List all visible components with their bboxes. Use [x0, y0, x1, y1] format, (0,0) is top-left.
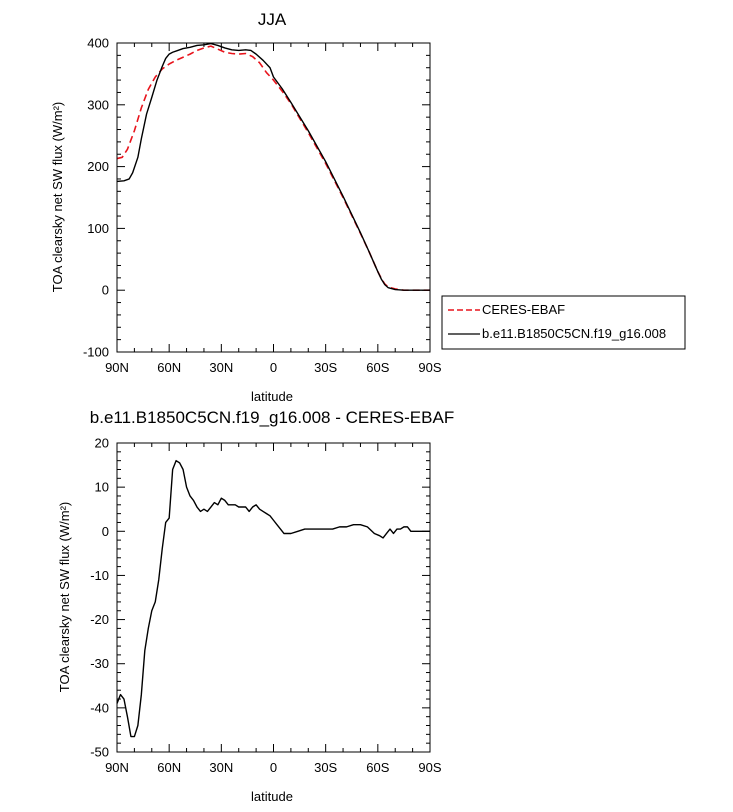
plot-frame — [116, 42, 431, 353]
plot-frame — [116, 442, 431, 753]
y-tick-label: -100 — [83, 345, 109, 360]
y-tick-label: -40 — [90, 700, 109, 715]
x-tick-label: 90S — [418, 360, 441, 375]
y-tick-label: 200 — [87, 159, 109, 174]
x-tick-label: 60S — [366, 760, 389, 775]
chart-title: b.e11.B1850C5CN.f19_g16.008 - CERES-EBAF — [90, 408, 454, 427]
x-tick-label: 90N — [105, 760, 129, 775]
legend: CERES-EBAF b.e11.B1850C5CN.f19_g16.008 — [441, 295, 686, 350]
legend-box — [441, 295, 686, 350]
y-tick-label: 300 — [87, 97, 109, 112]
legend-entry-model: b.e11.B1850C5CN.f19_g16.008 — [482, 326, 666, 341]
y-tick-label: 0 — [102, 524, 109, 539]
x-tick-label: 60N — [157, 360, 181, 375]
x-tick-label: 30N — [209, 760, 233, 775]
x-tick-label: 0 — [270, 760, 277, 775]
x-tick-label: 30S — [314, 360, 337, 375]
y-axis-label-text: TOA clearsky net SW flux (W/m²) — [57, 502, 72, 692]
y-axis-label-text: TOA clearsky net SW flux (W/m²) — [50, 102, 65, 292]
chart-title: JJA — [258, 10, 287, 29]
y-tick-label: 10 — [95, 480, 109, 495]
x-tick-label: 60S — [366, 360, 389, 375]
y-tick-label: -50 — [90, 745, 109, 760]
chart-difference: b.e11.B1850C5CN.f19_g16.008 - CERES-EBAF… — [57, 408, 454, 804]
x-axis-label: latitude — [251, 389, 293, 404]
y-tick-label: -20 — [90, 612, 109, 627]
y-tick-label: -10 — [90, 568, 109, 583]
y-tick-label: 400 — [87, 36, 109, 51]
chart-jja: JJA 90N 60N 30N 0 30S 60S 90S -100 0 100 200 300 400… — [50, 10, 686, 404]
series-line-1 — [116, 459, 430, 738]
y-axis-label: TOA clearsky net SW flux (W/m²) — [57, 502, 72, 692]
y-tick-label: -30 — [90, 656, 109, 671]
y-axis-label: TOA clearsky net SW flux (W/m²) — [50, 102, 65, 292]
x-tick-label: 30N — [209, 360, 233, 375]
legend-entry-ceres: CERES-EBAF — [482, 302, 565, 317]
series-line-1 — [116, 45, 430, 292]
x-tick-label: 30S — [314, 760, 337, 775]
x-axis-label: latitude — [251, 789, 293, 804]
x-tick-label: 90S — [418, 760, 441, 775]
x-tick-label: 60N — [157, 760, 181, 775]
x-tick-label: 90N — [105, 360, 129, 375]
x-tick-label: 0 — [270, 360, 277, 375]
series-line-2 — [116, 42, 430, 291]
y-tick-label: 0 — [102, 283, 109, 298]
y-tick-label: 20 — [95, 436, 109, 451]
y-tick-label: 100 — [87, 221, 109, 236]
